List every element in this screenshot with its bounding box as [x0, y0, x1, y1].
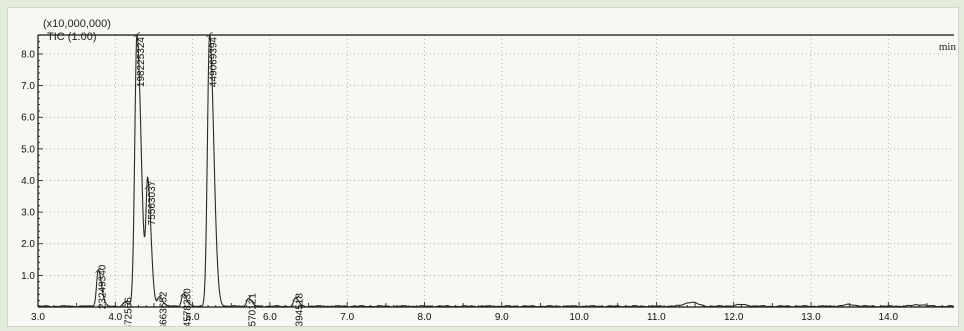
- chromatogram-chart: 3.0 4.0 5.0 6.0 7.0 8.0 9.0 10.0 11.0 12.0 13.0 14.…: [21, 31, 955, 326]
- x-tick-label: 12.0: [724, 312, 744, 323]
- peak-area-label: 8663652: [158, 291, 169, 326]
- peak-marker: [133, 31, 141, 38]
- peak-area-label: 23249340: [97, 264, 108, 309]
- y-tick-label: 7.0: [21, 81, 35, 92]
- x-tick-label: 4.0: [108, 312, 122, 323]
- x-tick-label: 13.0: [801, 312, 821, 323]
- x-tick-label: 5.0: [186, 312, 200, 323]
- trace-label: TIC (1.00): [47, 31, 97, 43]
- chromatogram-panel: 3.0 4.0 5.0 6.0 7.0 8.0 9.0 10.0 11.0 12.0 13.0 14.…: [7, 7, 959, 327]
- peak-marker: [206, 31, 213, 38]
- x-tick-label: 9.0: [495, 312, 509, 323]
- peak-area-label: 198225324: [136, 37, 147, 87]
- peak-marker: [292, 295, 299, 302]
- y-scale-label: (x10,000,000): [43, 18, 111, 30]
- x-tick-label: 7.0: [340, 312, 354, 323]
- x-tick-label: 6.0: [263, 312, 277, 323]
- y-tick-label: 6.0: [21, 113, 35, 124]
- peak-marker: [156, 294, 163, 300]
- y-tick-label: 3.0: [21, 208, 35, 219]
- peak-area-label: 2372566: [124, 297, 135, 326]
- y-tick-label: 1.0: [21, 271, 35, 282]
- peak-marker: [95, 267, 102, 273]
- y-tick-label: 5.0: [21, 144, 35, 155]
- x-tick-label: 3.0: [31, 312, 45, 323]
- tic-trace: [37, 33, 955, 308]
- peak-marker: [121, 299, 128, 306]
- peak-area-label: 449069394: [209, 37, 220, 87]
- x-tick-label: 14.0: [879, 312, 899, 323]
- peak-marker: [245, 295, 252, 302]
- peak-area-label: 75563037: [147, 180, 158, 225]
- y-tick-label: 4.0: [21, 176, 35, 187]
- peak-marker: [144, 183, 151, 190]
- peak-marker: [180, 291, 187, 297]
- y-tick-label: 8.0: [21, 49, 35, 60]
- x-tick-label: 10.0: [569, 312, 589, 323]
- y-tick-label: 2.0: [21, 239, 35, 250]
- peak-area-label: 5570121: [247, 293, 258, 326]
- x-tick-label: 8.0: [418, 312, 432, 323]
- x-unit-label: min: [938, 41, 956, 53]
- x-tick-label: 11.0: [647, 312, 666, 323]
- peak-area-label: 5394518: [294, 293, 305, 326]
- peak-area-label: 4578330: [182, 288, 193, 326]
